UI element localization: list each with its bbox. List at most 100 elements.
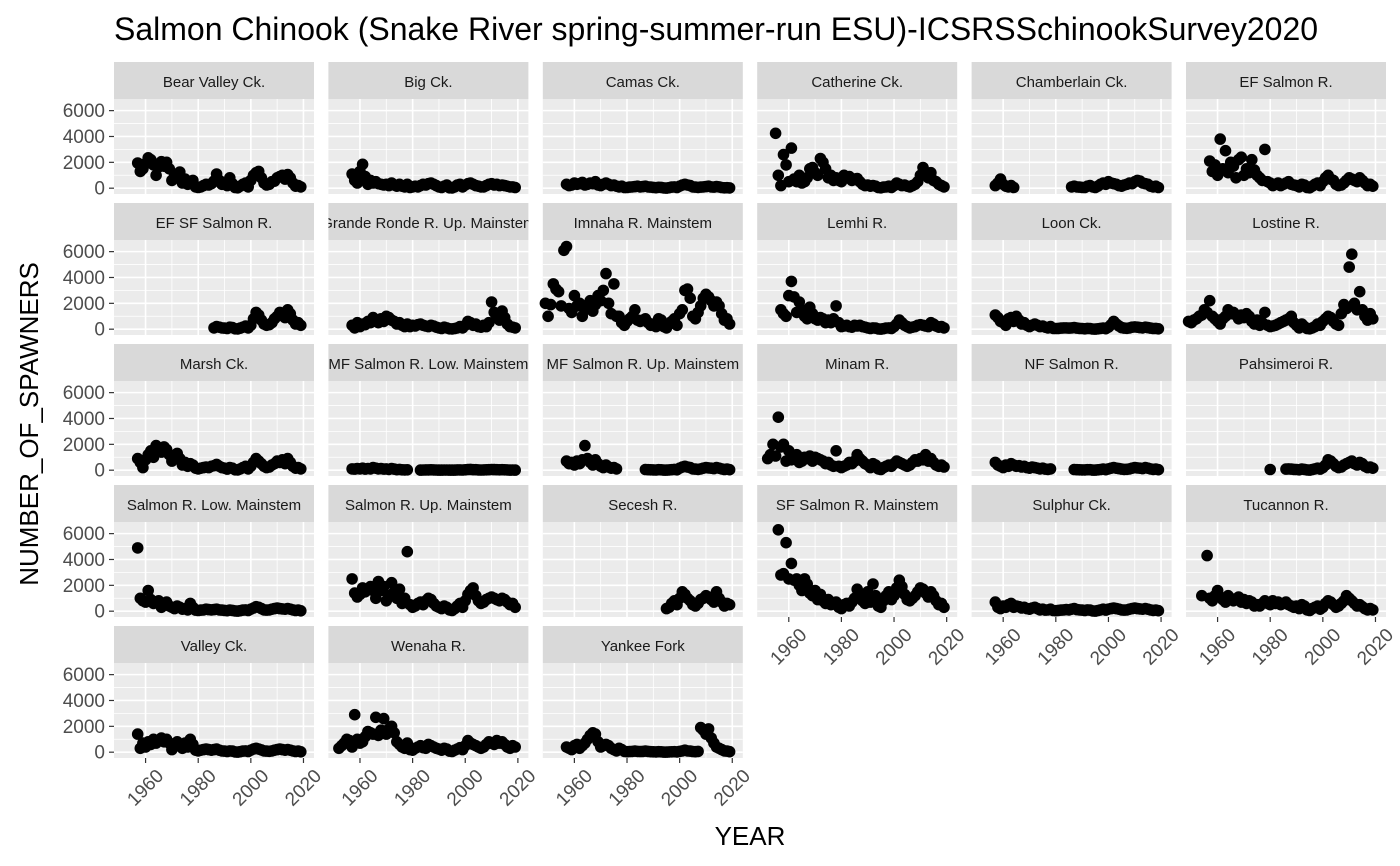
data-point (1343, 261, 1355, 273)
facet-panel: Bear Valley Ck. 0 2000 4000 6000 (63, 62, 314, 200)
facet-strip-label: Loon Ck. (1042, 215, 1102, 232)
facet-strip (328, 62, 529, 99)
y-axis-label: NUMBER_OF_SPAWNERS (14, 262, 44, 586)
data-point (1044, 463, 1057, 475)
y-tick-label: 2000 (63, 576, 105, 597)
y-tick-label: 0 (94, 320, 105, 341)
facet-strip-label: Chamberlain Ck. (1016, 74, 1128, 91)
x-tick-label: 1960 (338, 766, 383, 811)
facet-strip (757, 485, 958, 522)
data-point (772, 411, 785, 424)
facet-strip-label: Salmon R. Low. Mainstem (127, 497, 301, 514)
x-tick-label: 2000 (443, 766, 488, 811)
x-tick-label: 2020 (1139, 625, 1184, 670)
y-tick-label: 4000 (63, 268, 105, 289)
x-tick-label: 1960 (767, 625, 812, 670)
x-tick-label: 2020 (281, 766, 326, 811)
data-point (938, 601, 950, 614)
data-point (1332, 319, 1345, 332)
facet-panel: Marsh Ck. 0 2000 4000 6000 (63, 344, 314, 482)
data-point (142, 584, 154, 597)
facet-strip-label: Valley Ck. (181, 638, 247, 655)
facet-strip-label: EF Salmon R. (1239, 74, 1332, 91)
data-point (1203, 294, 1216, 307)
data-point (723, 745, 736, 758)
y-tick-label: 0 (94, 461, 105, 482)
data-point (811, 169, 824, 182)
facet-strip (757, 203, 958, 240)
data-point (544, 298, 557, 311)
facet-panel: Catherine Ck. (757, 62, 958, 194)
facet-strip-label: Imnaha R. Mainstem (574, 215, 712, 232)
data-point (1246, 153, 1258, 166)
data-point (772, 524, 785, 536)
data-point (723, 598, 736, 611)
x-axis-label: YEAR (715, 821, 786, 851)
x-tick-label: 2000 (229, 766, 274, 811)
data-point (772, 169, 785, 182)
data-point (393, 583, 406, 595)
data-point (600, 267, 612, 280)
facet-strip (971, 203, 1172, 240)
facet-panel: Yankee Fork 1960 1980 2000 2020 (542, 626, 755, 811)
facet-panel: Camas Ck. (542, 62, 743, 194)
y-tick-label: 2000 (63, 153, 105, 174)
facet-strip (114, 203, 314, 240)
data-point (671, 319, 683, 332)
data-point (351, 177, 364, 189)
data-point (1367, 313, 1379, 325)
data-point (509, 601, 521, 614)
data-point (1152, 604, 1165, 617)
x-tick-label: 1960 (1195, 625, 1240, 670)
data-point (131, 542, 144, 554)
data-point (1353, 285, 1366, 298)
facet-strip (114, 344, 314, 381)
facet-strip (757, 344, 958, 381)
facet-strip-label: Big Ck. (404, 74, 452, 91)
x-tick-label: 1980 (819, 625, 864, 670)
y-tick-label: 4000 (63, 127, 105, 148)
data-point (801, 578, 813, 590)
facet-strip-label: Bear Valley Ck. (163, 74, 265, 91)
facet-panel: Tucannon R. 1960 1980 2000 2020 (1186, 485, 1398, 669)
data-point (401, 545, 414, 558)
data-point (1219, 144, 1232, 157)
data-point (830, 300, 842, 312)
data-point (1214, 133, 1226, 145)
data-point (1259, 306, 1271, 319)
chart-title: Salmon Chinook (Snake River spring-summe… (114, 11, 1318, 47)
facet-panel: Salmon R. Low. Mainstem 0 2000 4000 6000 (63, 485, 314, 623)
facet-panel: Sulphur Ck. 1960 1980 2000 2020 (971, 485, 1184, 670)
data-point (483, 316, 495, 329)
facet-strip-label: EF SF Salmon R. (156, 215, 273, 232)
y-tick-label: 4000 (63, 550, 105, 571)
data-point (1152, 181, 1165, 194)
x-tick-label: 1960 (981, 625, 1026, 670)
facet-panel: Pahsimeroi R. (1186, 344, 1386, 476)
data-point (131, 728, 144, 740)
facet-panel: Minam R. (757, 344, 958, 476)
data-point (629, 304, 641, 316)
x-tick-label: 2020 (710, 766, 755, 811)
facet-panel: NF Salmon R. (971, 344, 1172, 476)
data-point (1367, 462, 1379, 475)
facet-strip-label: Sulphur Ck. (1032, 497, 1110, 514)
data-point (723, 463, 736, 476)
data-point (552, 285, 565, 298)
facet-panel: Lostine R. (1182, 203, 1386, 335)
facet-panel: MF Salmon R. Low. Mainstem (328, 344, 529, 476)
data-point (684, 292, 696, 305)
data-point (401, 464, 414, 476)
facet-panel: Big Ck. (328, 62, 529, 194)
data-point (597, 284, 610, 297)
facet-strip-label: Lostine R. (1252, 215, 1320, 232)
facet-panel: MF Salmon R. Up. Mainstem (542, 344, 743, 476)
facet-panel: Wenaha R. 1960 1980 2000 2020 (328, 626, 540, 810)
data-point (295, 746, 307, 758)
data-point (723, 182, 736, 194)
facet-strip (542, 62, 743, 99)
x-tick-label: 2000 (1086, 625, 1131, 670)
facet-strip-label: Marsh Ck. (180, 356, 248, 373)
